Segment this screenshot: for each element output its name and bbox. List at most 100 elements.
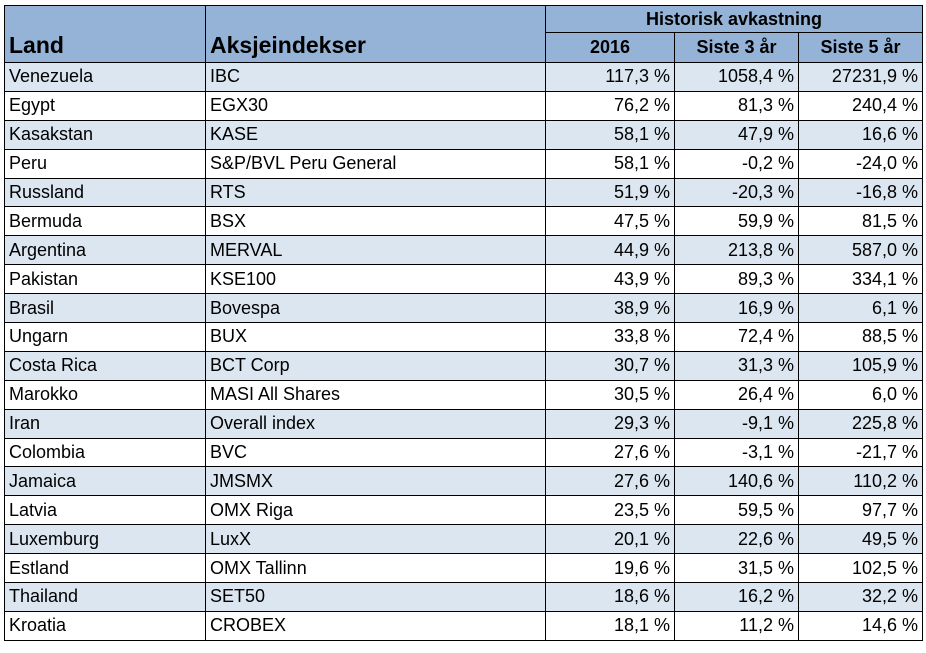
- country-cell: Pakistan: [4, 264, 206, 295]
- table-row: Bermuda BSX 47,5 % 59,9 % 81,5 %: [4, 206, 923, 237]
- return-5y-cell: 240,4 %: [798, 90, 923, 121]
- return-3y-cell: 59,9 %: [674, 206, 799, 237]
- index-cell: CROBEX: [205, 610, 546, 641]
- index-cell: BSX: [205, 206, 546, 237]
- country-cell: Kroatia: [4, 610, 206, 641]
- table-row: Venezuela IBC 117,3 % 1058,4 % 27231,9 %: [4, 62, 923, 92]
- index-cell: Bovespa: [205, 293, 546, 324]
- return-5y-cell: 16,6 %: [798, 119, 923, 150]
- return-3y-cell: 89,3 %: [674, 264, 799, 295]
- index-cell: LuxX: [205, 524, 546, 555]
- return-3y-cell: 213,8 %: [674, 235, 799, 266]
- index-cell: SET50: [205, 582, 546, 612]
- return-2016-cell: 19,6 %: [545, 553, 675, 584]
- return-5y-cell: 81,5 %: [798, 206, 923, 237]
- column-group-header-returns: Historisk avkastning: [545, 5, 923, 33]
- return-5y-cell: -16,8 %: [798, 177, 923, 208]
- return-5y-cell: 27231,9 %: [798, 62, 923, 92]
- column-header-index: Aksjeindekser: [205, 5, 546, 63]
- column-header-2016: 2016: [545, 32, 675, 63]
- return-5y-cell: 6,1 %: [798, 293, 923, 324]
- country-cell: Bermuda: [4, 206, 206, 237]
- table-row: Brasil Bovespa 38,9 % 16,9 % 6,1 %: [4, 293, 923, 324]
- country-cell: Luxemburg: [4, 524, 206, 555]
- return-3y-cell: 47,9 %: [674, 119, 799, 150]
- index-cell: EGX30: [205, 90, 546, 121]
- table-row: Kasakstan KASE 58,1 % 47,9 % 16,6 %: [4, 119, 923, 150]
- return-2016-cell: 117,3 %: [545, 62, 675, 92]
- index-cell: JMSMX: [205, 466, 546, 497]
- country-cell: Egypt: [4, 90, 206, 121]
- table-header: Land Aksjeindekser Historisk avkastning …: [4, 5, 923, 63]
- index-cell: MASI All Shares: [205, 379, 546, 410]
- return-2016-cell: 51,9 %: [545, 177, 675, 208]
- table-row: Kroatia CROBEX 18,1 % 11,2 % 14,6 %: [4, 610, 923, 641]
- table-row: Peru S&P/BVL Peru General 58,1 % -0,2 % -24,…: [4, 148, 923, 179]
- return-5y-cell: 88,5 %: [798, 322, 923, 352]
- country-cell: Marokko: [4, 379, 206, 410]
- return-2016-cell: 38,9 %: [545, 293, 675, 324]
- country-cell: Argentina: [4, 235, 206, 266]
- return-5y-cell: 49,5 %: [798, 524, 923, 555]
- index-cell: S&P/BVL Peru General: [205, 148, 546, 179]
- table-row: Thailand SET50 18,6 % 16,2 % 32,2 %: [4, 582, 923, 612]
- index-cell: KSE100: [205, 264, 546, 295]
- return-2016-cell: 29,3 %: [545, 408, 675, 439]
- return-5y-cell: 97,7 %: [798, 495, 923, 526]
- index-cell: OMX Tallinn: [205, 553, 546, 584]
- column-header-5-years: Siste 5 år: [798, 32, 923, 63]
- return-3y-cell: 140,6 %: [674, 466, 799, 497]
- column-header-3-years: Siste 3 år: [674, 32, 799, 63]
- return-2016-cell: 44,9 %: [545, 235, 675, 266]
- country-cell: Latvia: [4, 495, 206, 526]
- return-5y-cell: -24,0 %: [798, 148, 923, 179]
- return-2016-cell: 27,6 %: [545, 437, 675, 468]
- table-row: Marokko MASI All Shares 30,5 % 26,4 % 6,0 %: [4, 379, 923, 410]
- return-5y-cell: 102,5 %: [798, 553, 923, 584]
- return-5y-cell: 110,2 %: [798, 466, 923, 497]
- return-5y-cell: 587,0 %: [798, 235, 923, 266]
- return-2016-cell: 18,1 %: [545, 610, 675, 641]
- return-2016-cell: 18,6 %: [545, 582, 675, 612]
- return-5y-cell: 225,8 %: [798, 408, 923, 439]
- country-cell: Thailand: [4, 582, 206, 612]
- return-2016-cell: 58,1 %: [545, 148, 675, 179]
- return-3y-cell: 59,5 %: [674, 495, 799, 526]
- return-2016-cell: 20,1 %: [545, 524, 675, 555]
- table-row: Argentina MERVAL 44,9 % 213,8 % 587,0 %: [4, 235, 923, 266]
- return-2016-cell: 33,8 %: [545, 322, 675, 352]
- country-cell: Ungarn: [4, 322, 206, 352]
- table-row: Ungarn BUX 33,8 % 72,4 % 88,5 %: [4, 322, 923, 352]
- country-cell: Peru: [4, 148, 206, 179]
- return-3y-cell: 26,4 %: [674, 379, 799, 410]
- return-3y-cell: 81,3 %: [674, 90, 799, 121]
- country-cell: Estland: [4, 553, 206, 584]
- index-cell: IBC: [205, 62, 546, 92]
- table-row: Latvia OMX Riga 23,5 % 59,5 % 97,7 %: [4, 495, 923, 526]
- country-cell: Venezuela: [4, 62, 206, 92]
- return-5y-cell: 32,2 %: [798, 582, 923, 612]
- return-5y-cell: 105,9 %: [798, 350, 923, 381]
- return-2016-cell: 76,2 %: [545, 90, 675, 121]
- return-3y-cell: 11,2 %: [674, 610, 799, 641]
- return-3y-cell: 16,9 %: [674, 293, 799, 324]
- return-2016-cell: 27,6 %: [545, 466, 675, 497]
- index-cell: BUX: [205, 322, 546, 352]
- index-cell: MERVAL: [205, 235, 546, 266]
- index-cell: Overall index: [205, 408, 546, 439]
- return-3y-cell: -9,1 %: [674, 408, 799, 439]
- index-cell: BCT Corp: [205, 350, 546, 381]
- return-5y-cell: 14,6 %: [798, 610, 923, 641]
- table-row: Estland OMX Tallinn 19,6 % 31,5 % 102,5 %: [4, 553, 923, 584]
- return-2016-cell: 30,7 %: [545, 350, 675, 381]
- table-row: Iran Overall index 29,3 % -9,1 % 225,8 %: [4, 408, 923, 439]
- table-row: Egypt EGX30 76,2 % 81,3 % 240,4 %: [4, 90, 923, 121]
- index-cell: OMX Riga: [205, 495, 546, 526]
- return-3y-cell: 31,5 %: [674, 553, 799, 584]
- return-2016-cell: 30,5 %: [545, 379, 675, 410]
- table-row: Jamaica JMSMX 27,6 % 140,6 % 110,2 %: [4, 466, 923, 497]
- return-3y-cell: 16,2 %: [674, 582, 799, 612]
- table-row: Pakistan KSE100 43,9 % 89,3 % 334,1 %: [4, 264, 923, 295]
- return-2016-cell: 23,5 %: [545, 495, 675, 526]
- return-3y-cell: 31,3 %: [674, 350, 799, 381]
